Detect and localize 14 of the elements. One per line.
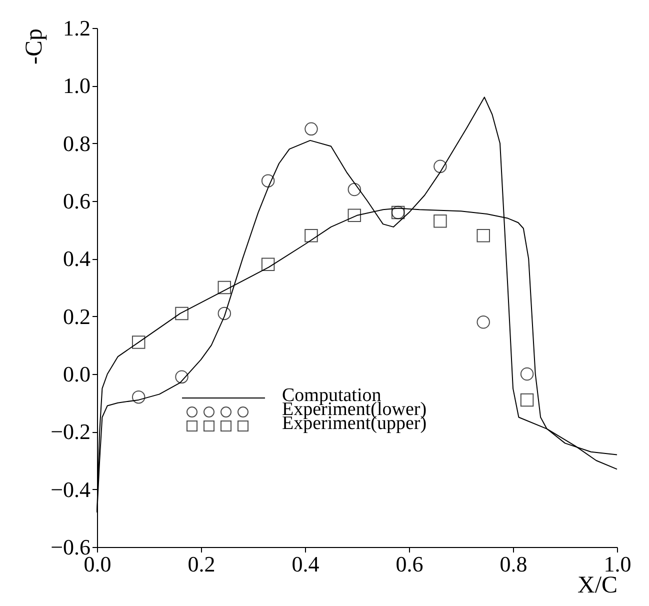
y-tick-label: 0.8 [63,130,90,156]
x-tick-label: 0.2 [188,552,216,576]
y-tick-label: 0.0 [63,362,90,386]
y-axis-title: -Cp [22,28,48,64]
y-tick-label: 1.2 [63,16,90,40]
y-tick-label: −0.2 [50,419,90,444]
x-tick-label: 0.4 [292,552,320,576]
x-tick-label: 0.8 [500,552,528,576]
x-tick-label: 0.6 [396,552,424,576]
y-tick-label: 0.4 [63,246,90,272]
y-tick-label: −0.4 [50,476,90,502]
y-tick-label: 0.6 [63,188,90,214]
y-tick-label: 0.2 [63,304,90,329]
y-tick-label: 1.0 [63,73,90,98]
